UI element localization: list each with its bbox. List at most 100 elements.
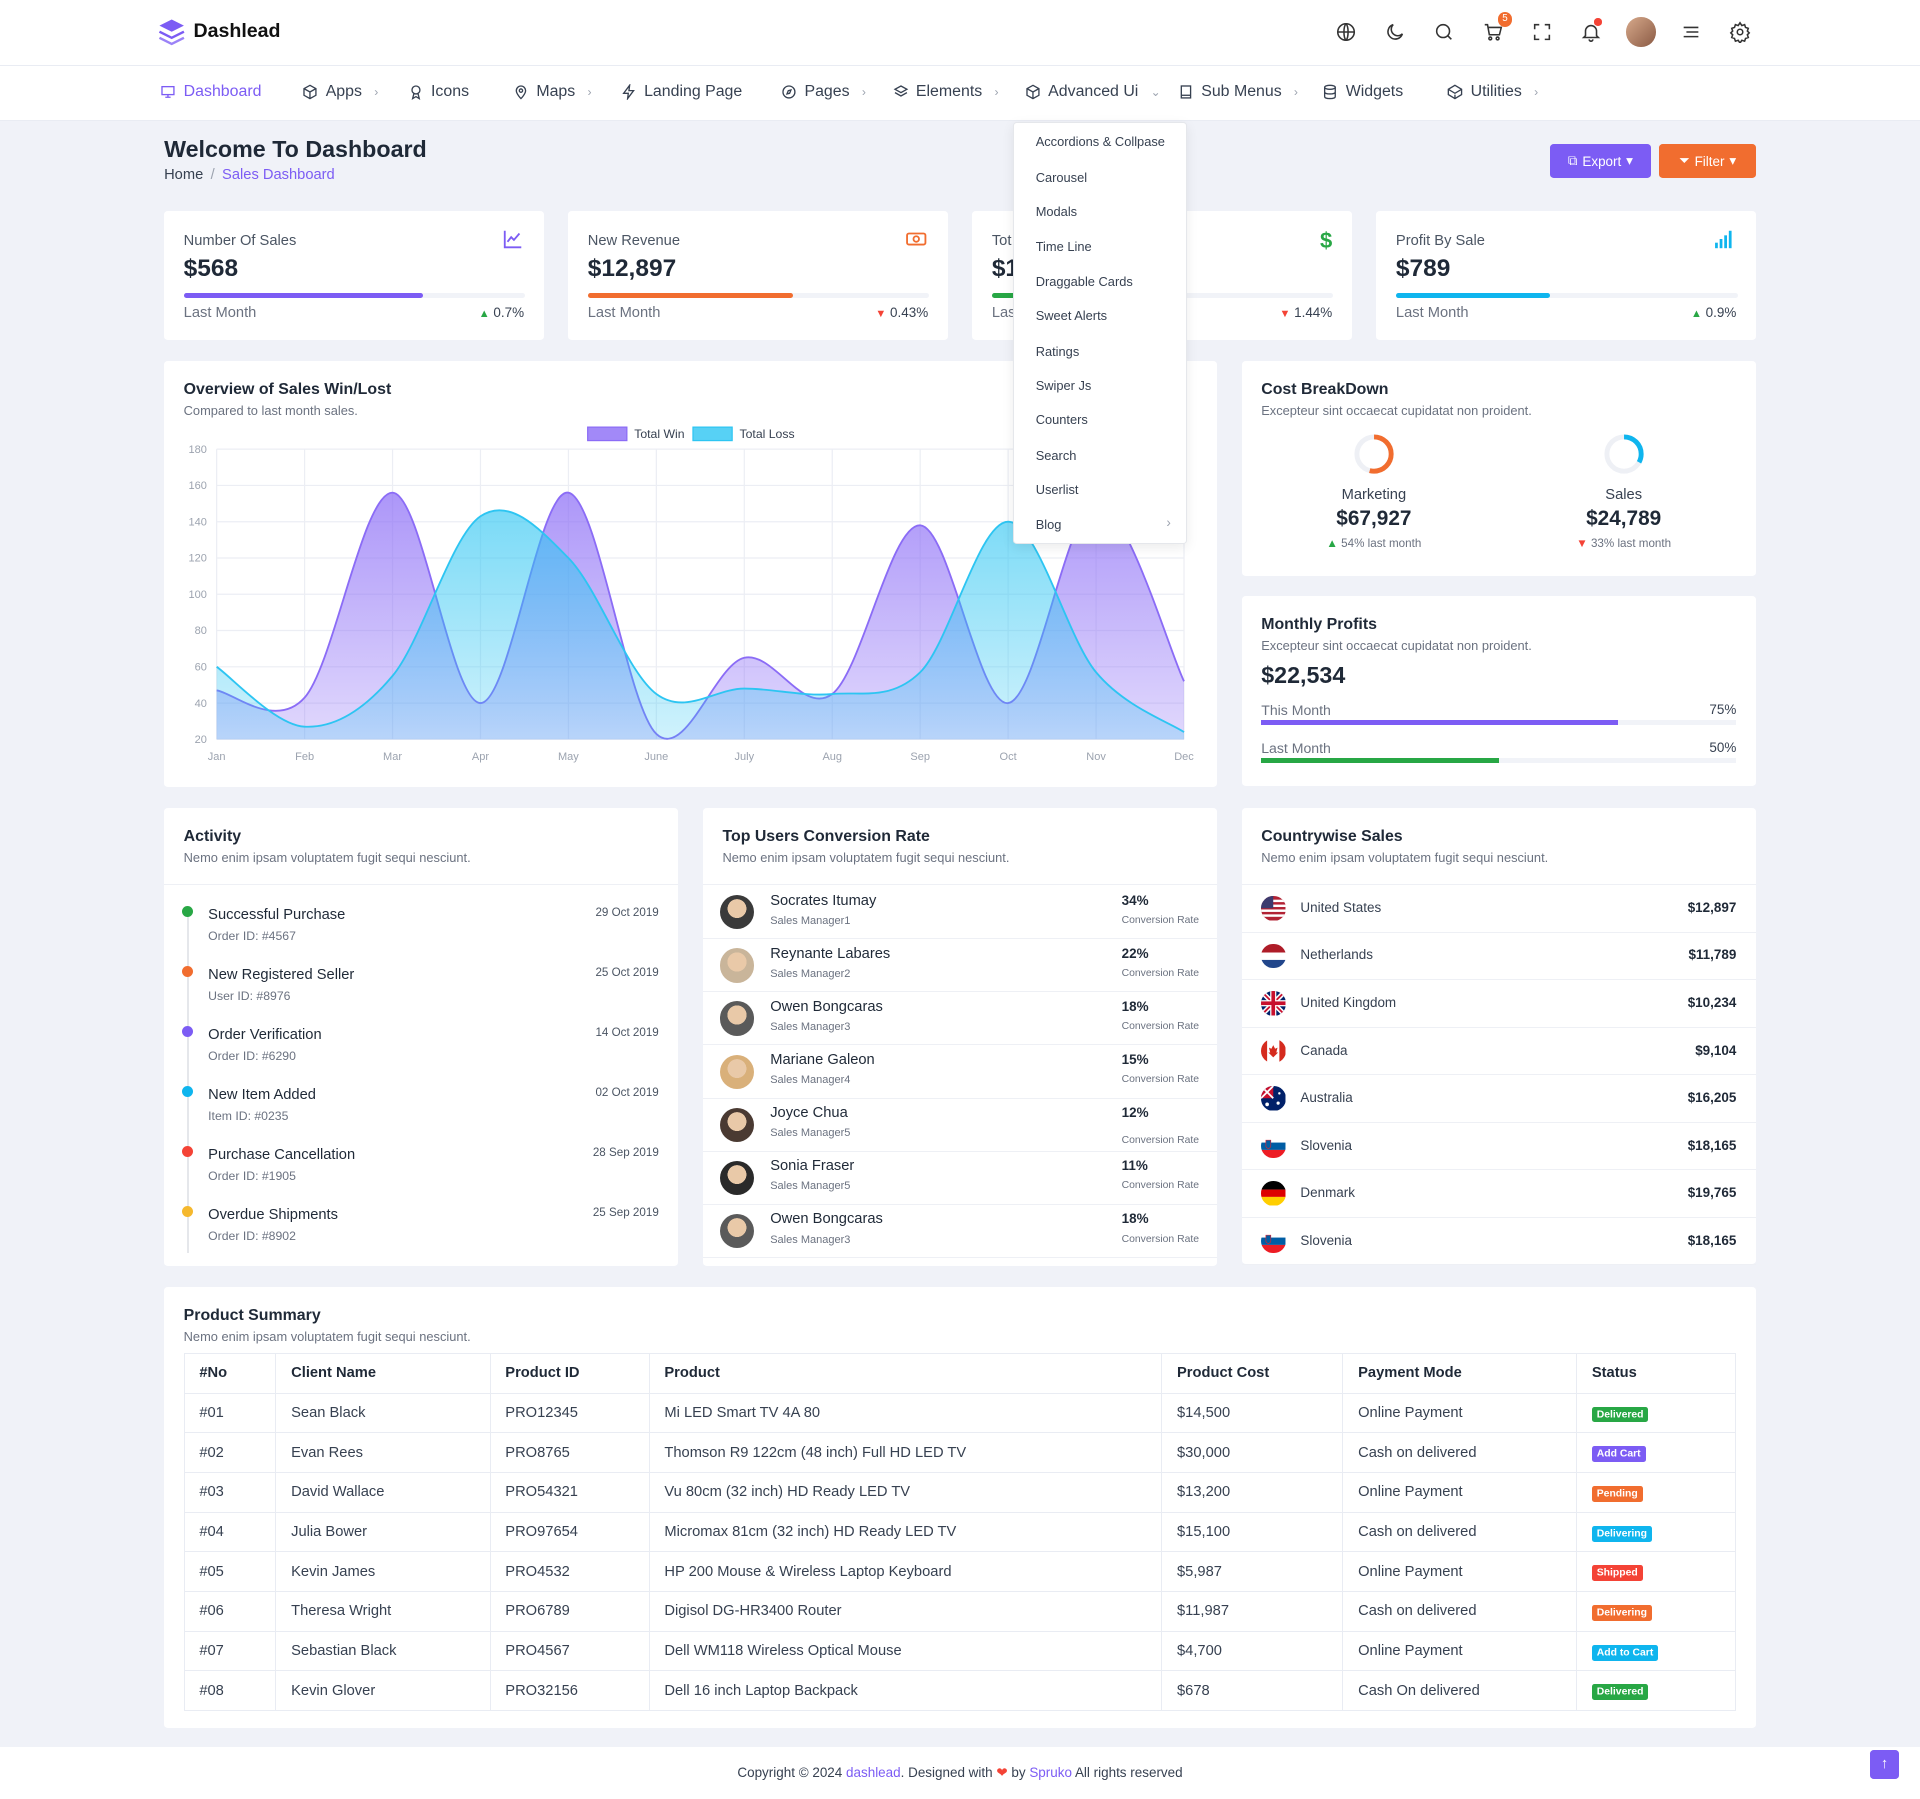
table-cell: David Wallace xyxy=(275,1472,491,1513)
dropdown-item[interactable]: Carousel xyxy=(1035,169,1088,185)
y-tick-label: 160 xyxy=(189,480,207,492)
chevron-right-icon: › xyxy=(861,85,866,100)
nav-label: Sub Menus xyxy=(1201,83,1282,101)
nav-item-dashboard[interactable]: Dashboard xyxy=(160,83,261,101)
nav-item-sub-menus[interactable]: Sub Menus › xyxy=(1178,83,1298,101)
breadcrumb-home[interactable]: Home xyxy=(164,166,204,183)
activity-sub: Order ID: #6290 xyxy=(208,1049,296,1064)
nav-label: Maps xyxy=(536,83,576,101)
table-cell: Cash on delivered xyxy=(1342,1591,1578,1632)
country-row[interactable]: Canada $9,104 xyxy=(1241,1028,1756,1076)
dropdown-item[interactable]: Blog xyxy=(1035,516,1062,532)
status-badge: Add to Cart xyxy=(1591,1644,1659,1661)
dropdown-item[interactable]: Sweet Alerts xyxy=(1035,308,1108,324)
table-cell: $11,987 xyxy=(1161,1591,1344,1632)
country-row[interactable]: Australia $16,205 xyxy=(1241,1075,1756,1123)
nav-item-advanced-ui[interactable]: Advanced Ui ⌄ xyxy=(1025,83,1161,101)
fullscreen-icon[interactable] xyxy=(1528,18,1555,45)
dropdown-item[interactable]: Swiper Js xyxy=(1035,378,1092,394)
nav-item-icons[interactable]: Icons xyxy=(408,83,469,101)
activity-date: 25 Sep 2019 xyxy=(592,1206,659,1220)
user-role: Sales Manager3 xyxy=(770,1020,851,1033)
status-badge: Delivering xyxy=(1591,1604,1652,1621)
status-cell: Delivered xyxy=(1576,1392,1737,1434)
cost-label: Sales xyxy=(1605,487,1643,504)
cart-icon[interactable]: 5 xyxy=(1479,12,1513,45)
x-tick-label: Apr xyxy=(472,751,489,763)
activity-dot xyxy=(182,966,194,978)
user-row[interactable]: Owen Bongcaras Sales Manager3 18% Conver… xyxy=(702,993,1218,1046)
monthly-profits-card: Monthly Profits Excepteur sint occaecat … xyxy=(1241,596,1756,787)
filter-button[interactable]: ⏷ Filter ▾ xyxy=(1659,144,1756,178)
nav-item-utilities[interactable]: Utilities › xyxy=(1447,83,1538,101)
dropdown-item[interactable]: Counters xyxy=(1035,412,1088,428)
dropdown-item[interactable]: Time Line xyxy=(1035,238,1092,254)
filter-label: Filter xyxy=(1694,153,1725,169)
user-row[interactable]: Mariane Galeon Sales Manager4 15% Conver… xyxy=(702,1046,1218,1099)
table-cell: Sebastian Black xyxy=(275,1630,491,1672)
export-button[interactable]: ⧉ Export ▾ xyxy=(1550,144,1651,178)
footer-brand-link[interactable]: dashlead xyxy=(846,1765,901,1781)
table-cell: Kevin Glover xyxy=(275,1670,491,1712)
dropdown-item[interactable]: Ratings xyxy=(1035,343,1080,359)
menu-lines-icon[interactable] xyxy=(1678,18,1705,45)
conversion-card: Top Users Conversion Rate Nemo enim ipsa… xyxy=(702,808,1218,1267)
country-row[interactable]: United Kingdom $10,234 xyxy=(1241,980,1756,1028)
layers-icon xyxy=(893,85,908,97)
triangle-up-icon: ▲ xyxy=(478,307,490,320)
user-row[interactable]: Joyce Chua Sales Manager5 12% Conversion… xyxy=(702,1099,1218,1152)
user-row[interactable]: Socrates Itumay Sales Manager1 34% Conve… xyxy=(702,887,1218,940)
chevron-right-icon: › xyxy=(587,85,592,100)
moon-icon[interactable] xyxy=(1381,18,1408,45)
nav-item-widgets[interactable]: Widgets xyxy=(1322,83,1403,101)
user-role: Sales Manager2 xyxy=(770,967,851,980)
sales-donut xyxy=(1604,434,1644,474)
globe-icon[interactable] xyxy=(1332,18,1359,45)
table-row: #07 Sebastian Black PRO4567 Dell WM118 Wire… xyxy=(183,1630,1737,1672)
activity-dot xyxy=(182,1086,194,1098)
user-row[interactable]: Sonia Fraser Sales Manager5 11% Conversi… xyxy=(702,1152,1218,1205)
nav-item-apps[interactable]: Apps › xyxy=(302,83,378,101)
nav-item-landing[interactable]: Landing Page xyxy=(621,83,742,101)
table-cell: Online Payment xyxy=(1342,1551,1578,1593)
country-value: $11,789 xyxy=(1688,947,1737,963)
activity-title: Successful Purchase xyxy=(208,907,346,924)
dropdown-item[interactable]: Draggable Cards xyxy=(1035,274,1133,290)
country-row[interactable]: Netherlands $11,789 xyxy=(1241,933,1756,981)
nav-item-maps[interactable]: Maps › xyxy=(513,83,592,101)
dropdown-item[interactable]: Accordions & Collpase xyxy=(1035,134,1165,150)
column-header: Product ID xyxy=(489,1353,650,1394)
country-row[interactable]: Slovenia $18,165 xyxy=(1241,1123,1756,1171)
progress-fill xyxy=(1261,720,1618,725)
dropdown-item[interactable]: Modals xyxy=(1035,204,1078,220)
dropdown-item[interactable]: Userlist xyxy=(1035,482,1079,498)
table-cell: Thomson R9 122cm (48 inch) Full HD LED T… xyxy=(648,1432,1163,1474)
nav-label: Dashboard xyxy=(183,83,262,101)
country-row[interactable]: Slovenia $18,165 xyxy=(1241,1218,1756,1266)
bell-icon[interactable] xyxy=(1577,18,1604,45)
stat-card: New Revenue $12,897 Last Month ▼ 0.43% xyxy=(568,210,948,341)
nav-item-elements[interactable]: Elements › xyxy=(893,83,999,101)
table-cell: PRO97654 xyxy=(489,1511,650,1553)
user-avatar[interactable] xyxy=(1626,17,1656,47)
stat-change: ▲ 0.9% xyxy=(1691,305,1736,320)
database-icon xyxy=(1324,84,1337,100)
footer-author-link[interactable]: Spruko xyxy=(1029,1765,1072,1781)
dropdown-item[interactable]: Search xyxy=(1035,447,1077,463)
flag-uk-icon xyxy=(1261,991,1286,1016)
search-icon[interactable] xyxy=(1430,18,1457,45)
brand-logo[interactable]: Dashlead xyxy=(157,17,281,46)
scroll-top-button[interactable]: ↑ xyxy=(1869,1749,1900,1780)
nav-item-pages[interactable]: Pages › xyxy=(781,83,866,101)
country-row[interactable]: United States $12,897 xyxy=(1241,885,1756,933)
user-row[interactable]: Reynante Labares Sales Manager2 22% Conv… xyxy=(702,940,1218,993)
chevron-right-icon: › xyxy=(374,85,379,100)
activity-item: New Registered Seller User ID: #8976 25 … xyxy=(164,966,678,1021)
user-row[interactable]: Owen Bongcaras Sales Manager3 18% Conver… xyxy=(702,1205,1218,1259)
activity-title: Overdue Shipments xyxy=(208,1207,338,1224)
chevron-down-icon: ⌄ xyxy=(1150,85,1161,100)
country-row[interactable]: Denmark $19,765 xyxy=(1241,1170,1756,1218)
card-subtitle: Excepteur sint occaecat cupidatat non pr… xyxy=(1261,402,1532,418)
overview-card: Overview of Sales Win/Lost Compared to l… xyxy=(164,361,1218,788)
gear-icon[interactable] xyxy=(1727,18,1754,45)
